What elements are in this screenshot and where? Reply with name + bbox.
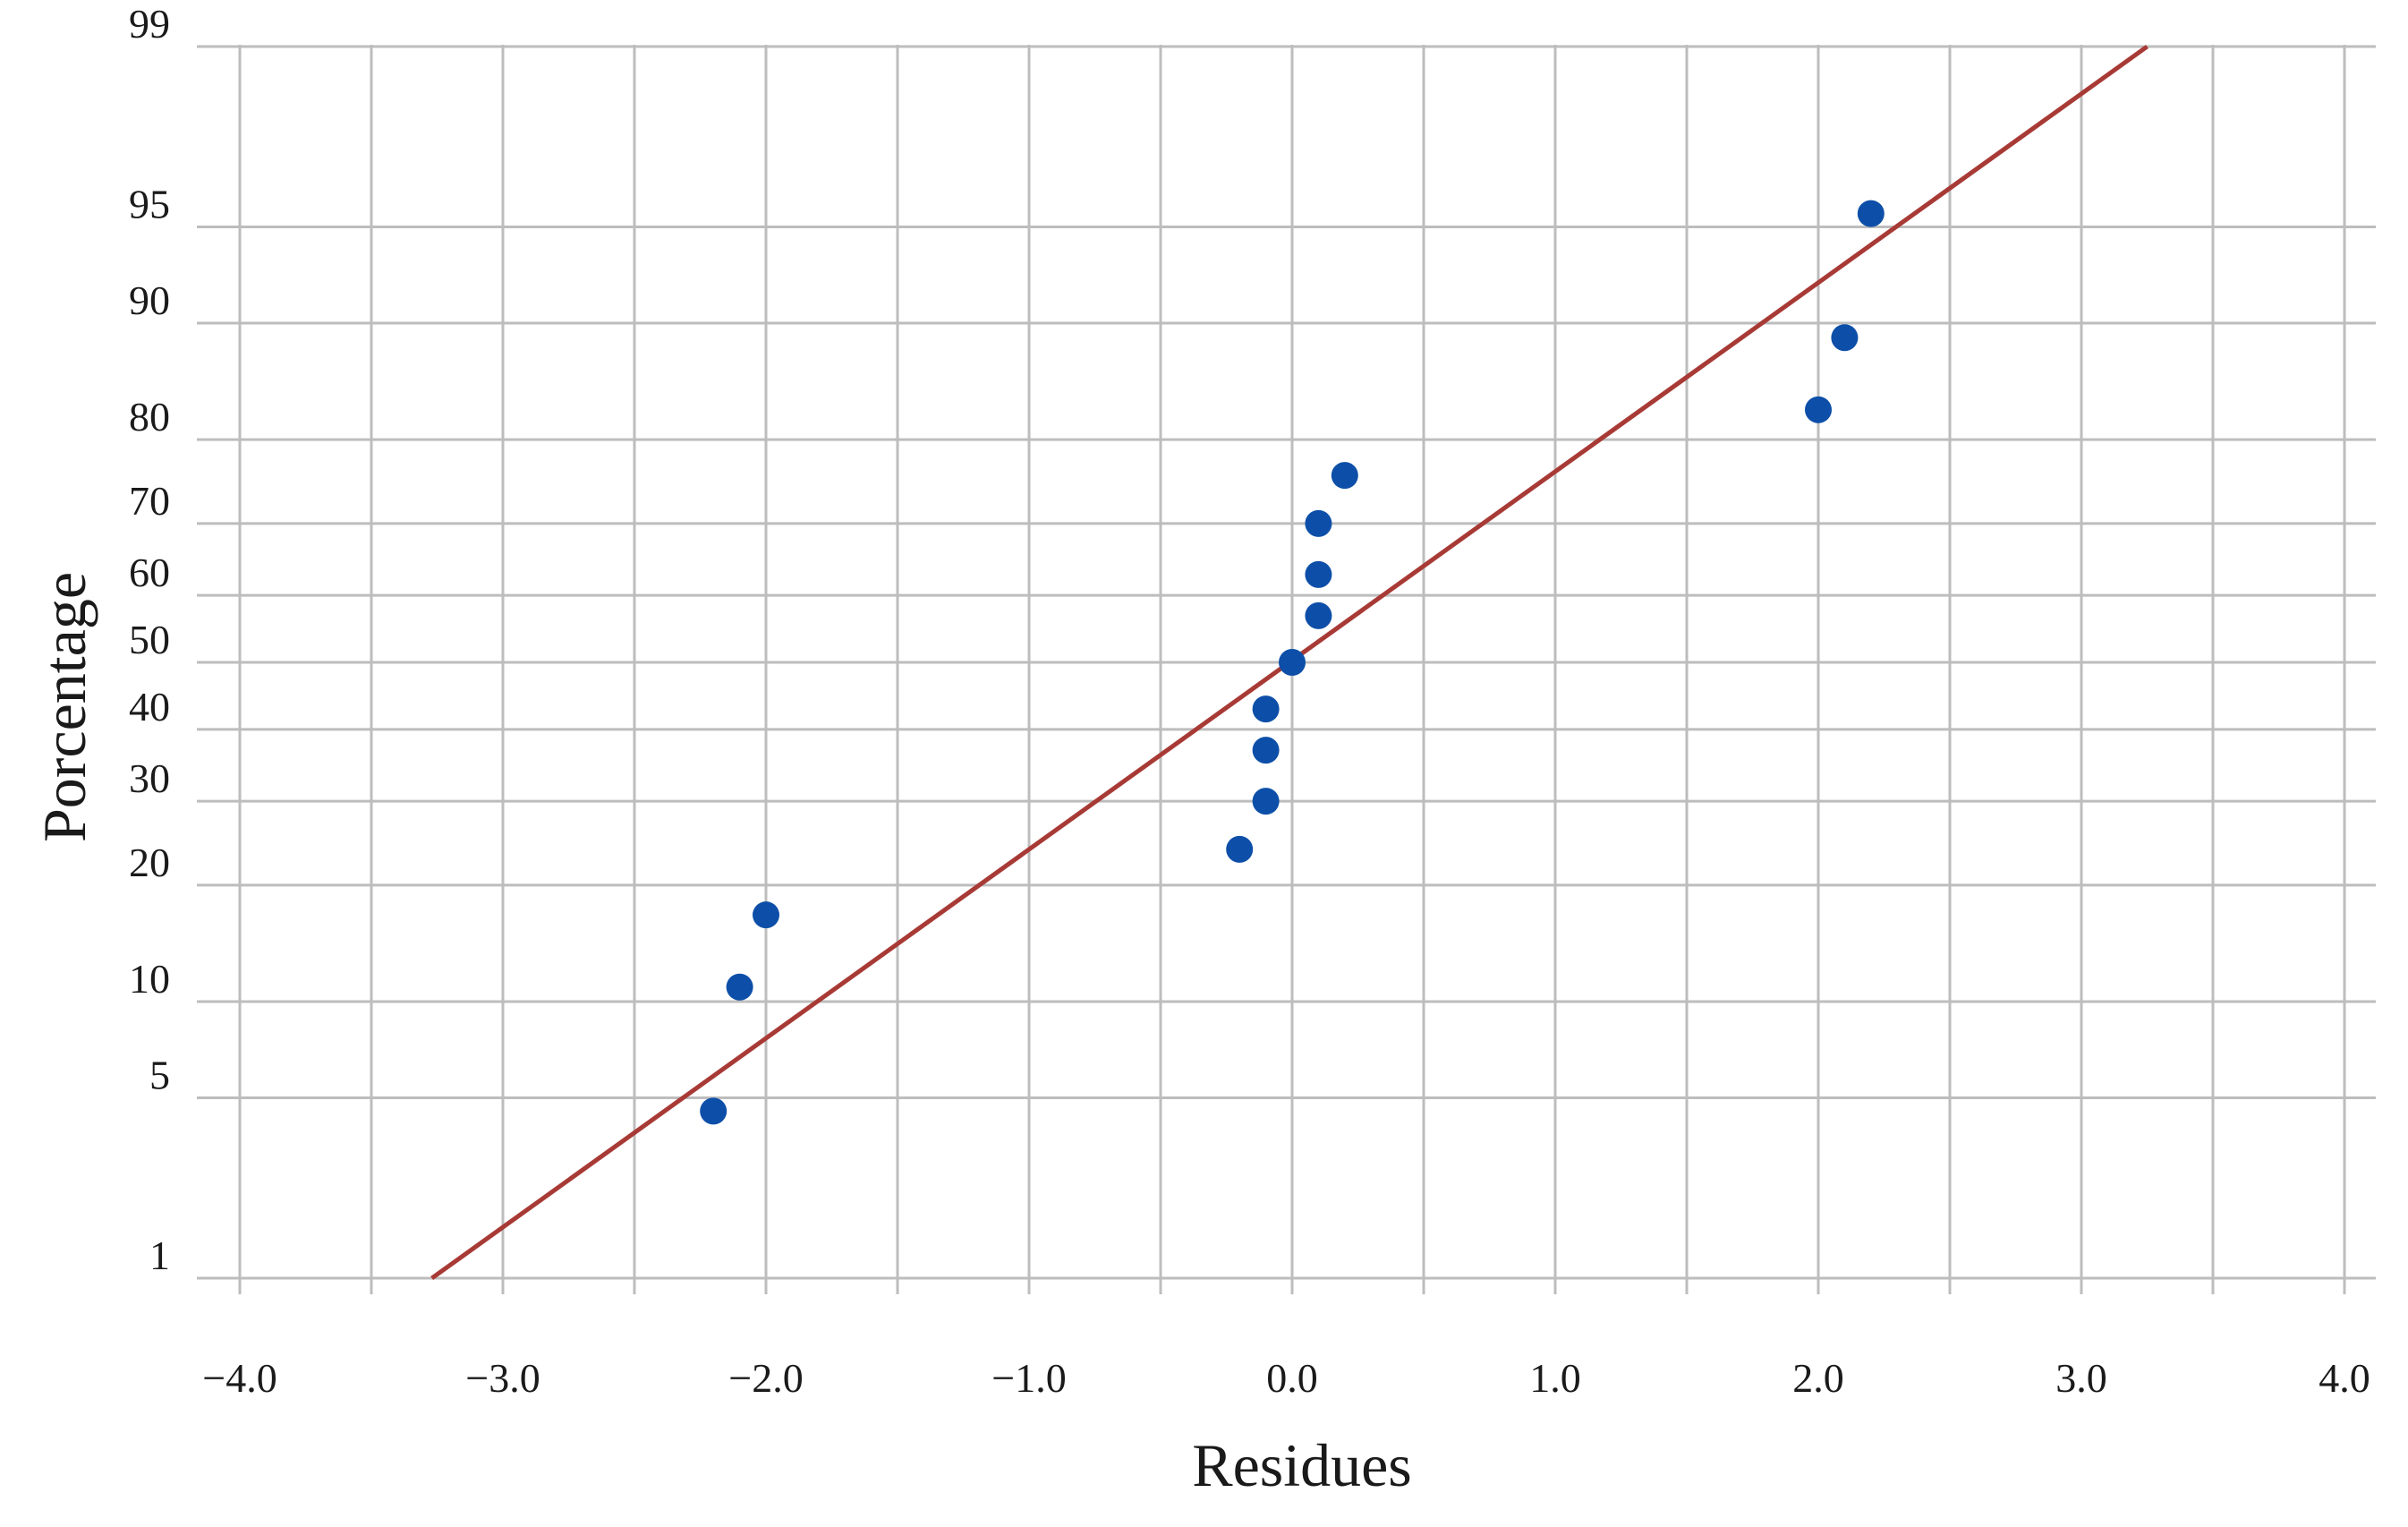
x-tick-label: 3.0 xyxy=(2055,1355,2107,1401)
data-point xyxy=(1831,324,1859,352)
y-tick-label: 99 xyxy=(129,1,170,47)
data-point xyxy=(1305,509,1332,537)
data-point xyxy=(1252,788,1280,815)
y-tick-label: 50 xyxy=(129,617,170,662)
data-points xyxy=(700,200,1885,1125)
y-tick-label: 1 xyxy=(149,1233,170,1278)
y-axis-title: Porcentage xyxy=(30,572,98,842)
data-point xyxy=(726,973,753,1001)
y-tick-label: 70 xyxy=(129,478,170,524)
y-tick-label: 80 xyxy=(129,394,170,439)
x-tick-label: −1.0 xyxy=(991,1355,1066,1401)
data-point xyxy=(1226,835,1254,863)
y-tick-label: 10 xyxy=(129,956,170,1002)
x-tick-label: 2.0 xyxy=(1792,1355,1844,1401)
data-point xyxy=(1305,560,1332,588)
y-tick-label: 40 xyxy=(129,684,170,729)
x-tick-label: −3.0 xyxy=(465,1355,540,1401)
x-tick-label: −2.0 xyxy=(728,1355,803,1401)
x-axis-title: Residues xyxy=(1192,1431,1412,1499)
x-tick-labels: −4.0 −3.0 −2.0 −1.0 0.0 1.0 2.0 3.0 4.0 xyxy=(202,1355,2370,1401)
x-tick-label: −4.0 xyxy=(202,1355,277,1401)
data-point xyxy=(1805,396,1832,423)
y-tick-label: 95 xyxy=(129,182,170,227)
data-point xyxy=(1331,462,1358,490)
y-tick-label: 5 xyxy=(149,1052,170,1097)
y-tick-labels: 1 5 10 20 30 40 50 60 70 80 90 95 99 xyxy=(129,1,170,1278)
y-tick-label: 30 xyxy=(129,755,170,801)
data-point xyxy=(753,901,779,929)
y-tick-label: 20 xyxy=(129,840,170,885)
vertical-grid-lines xyxy=(238,45,2346,1294)
horizontal-grid-lines xyxy=(197,45,2376,1280)
x-tick-label: 1.0 xyxy=(1529,1355,1581,1401)
data-point xyxy=(1305,601,1332,629)
y-tick-label: 90 xyxy=(129,277,170,323)
data-point xyxy=(1252,737,1280,764)
data-point xyxy=(1279,649,1306,676)
y-tick-label: 60 xyxy=(129,550,170,595)
data-point xyxy=(1252,695,1280,723)
data-point xyxy=(700,1097,728,1125)
x-tick-label: 4.0 xyxy=(2319,1355,2370,1401)
x-tick-label: 0.0 xyxy=(1266,1355,1318,1401)
data-point xyxy=(1857,200,1885,227)
